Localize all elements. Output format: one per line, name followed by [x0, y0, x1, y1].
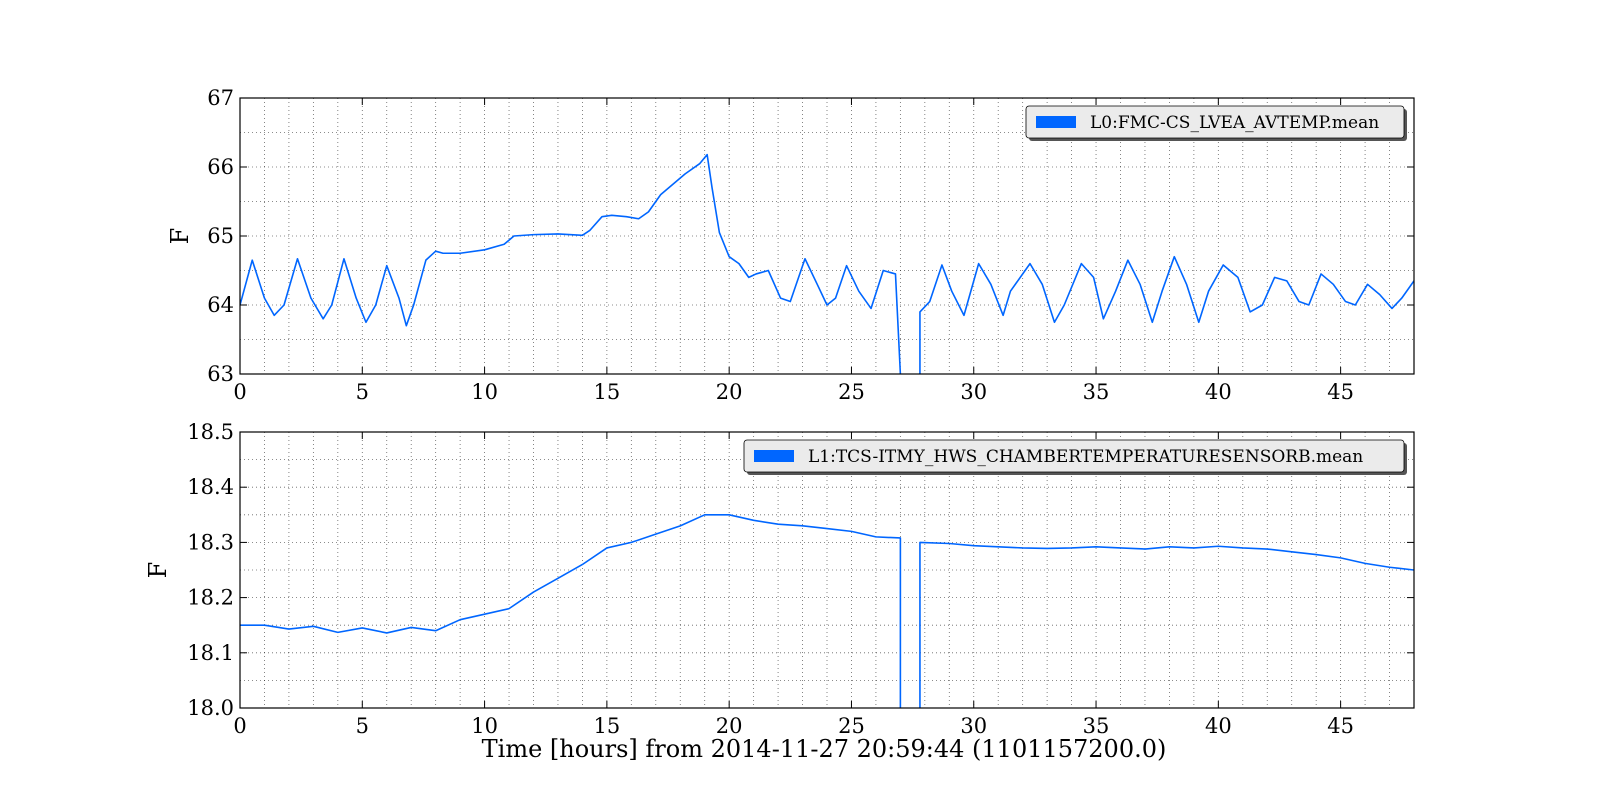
y-tick-label: 65 [207, 224, 234, 248]
legend-swatch [754, 450, 794, 462]
top-panel: 0 5 10 15 20 25 30 35 40 45 63 64 65 66 67 F L0:FMC-CS_L… [166, 86, 1415, 404]
series-line [240, 514, 1414, 708]
x-tick-label: 45 [1327, 380, 1354, 404]
x-tick-label: 30 [960, 380, 987, 404]
y-tick-label: 18.4 [187, 475, 234, 499]
y-tick-label: 18.5 [187, 420, 234, 444]
x-tick-label: 10 [471, 380, 498, 404]
legend-swatch [1036, 116, 1076, 128]
legend: L0:FMC-CS_LVEA_AVTEMP.mean [1025, 105, 1407, 141]
y-axis-title: F [166, 228, 194, 245]
x-tick-label: 0 [233, 714, 246, 738]
x-tick-label: 20 [716, 380, 743, 404]
y-axis-title: F [144, 562, 172, 579]
y-tick-label: 18.2 [187, 586, 234, 610]
x-tick-label: 30 [960, 714, 987, 738]
x-tick-label: 35 [1083, 380, 1110, 404]
y-tick-label: 18.3 [187, 530, 234, 554]
x-tick-label: 25 [838, 714, 865, 738]
legend-label: L0:FMC-CS_LVEA_AVTEMP.mean [1090, 113, 1379, 133]
y-tick-label: 18.1 [187, 641, 234, 665]
x-tick-label: 15 [594, 380, 621, 404]
x-tick-label: 40 [1205, 714, 1232, 738]
x-axis-title: Time [hours] from 2014-11-27 20:59:44 (1… [482, 735, 1167, 763]
y-tick-label: 64 [207, 293, 234, 317]
y-tick-label: 66 [207, 155, 234, 179]
x-tick-label: 5 [356, 380, 369, 404]
y-tick-label: 67 [207, 86, 234, 110]
legend-label: L1:TCS-ITMY_HWS_CHAMBERTEMPERATURESENSOR… [808, 447, 1363, 467]
x-tick-label: 15 [594, 714, 621, 738]
series-line [240, 153, 1414, 374]
y-tick-label: 63 [207, 362, 234, 386]
y-tick-label: 18.0 [187, 696, 234, 720]
plot-frame [239, 431, 1415, 709]
x-tick-label: 10 [471, 714, 498, 738]
x-tick-label: 5 [356, 714, 369, 738]
x-tick-label: 35 [1083, 714, 1110, 738]
x-tick-label: 25 [838, 380, 865, 404]
x-tick-label: 40 [1205, 380, 1232, 404]
legend: L1:TCS-ITMY_HWS_CHAMBERTEMPERATURESENSOR… [743, 439, 1407, 475]
x-tick-label: 0 [233, 380, 246, 404]
bottom-panel: 0 5 10 15 20 25 30 35 40 45 18.0 18.1 18.2 18.3 18.4 18… [144, 420, 1415, 738]
x-tick-label: 45 [1327, 714, 1354, 738]
x-tick-label: 20 [716, 714, 743, 738]
